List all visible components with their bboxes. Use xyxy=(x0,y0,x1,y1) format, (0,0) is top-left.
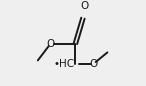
Text: O: O xyxy=(80,1,88,11)
Text: •HC: •HC xyxy=(53,59,75,69)
Text: O: O xyxy=(90,59,98,69)
Text: O: O xyxy=(46,39,55,49)
